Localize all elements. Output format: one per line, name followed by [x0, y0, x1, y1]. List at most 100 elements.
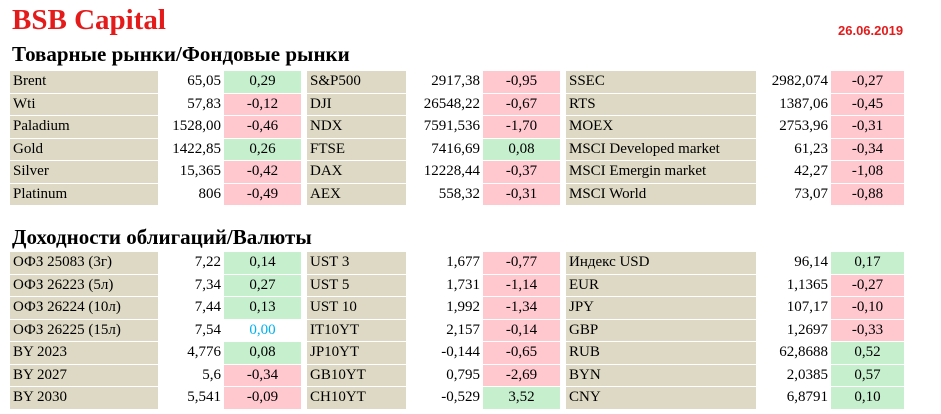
table-row: ОФЗ 26223 (5л) 7,34 0,27 UST 5 1,731 -1,14 EUR…: [10, 274, 904, 297]
instrument-value: 96,14: [756, 252, 831, 275]
change-percent: -0,34: [224, 364, 301, 387]
instrument-name: GBP: [566, 319, 756, 342]
instrument-name: SSEC: [566, 71, 756, 94]
instrument-value: 73,07: [756, 183, 831, 206]
instrument-value: 4,776: [158, 341, 224, 365]
change-percent: -1,34: [483, 296, 560, 320]
instrument-name: BY 2030: [10, 386, 158, 410]
change-percent: -0,88: [831, 183, 904, 206]
instrument-name: BY 2027: [10, 364, 158, 387]
section-heading-markets: Товарные рынки/Фондовые рынки: [12, 42, 350, 66]
instrument-name: MSCI World: [566, 183, 756, 206]
instrument-name: CNY: [566, 386, 756, 410]
change-percent: 0,27: [224, 274, 301, 297]
table-row: ОФЗ 26225 (15л) 7,54 0,00 IT10YT 2,157 -0,14 G…: [10, 319, 904, 342]
column-gap: [301, 138, 307, 161]
column-gap: [301, 160, 307, 184]
change-percent: 3,52: [483, 386, 560, 410]
instrument-name: Paladium: [10, 115, 158, 139]
table-row: Paladium 1528,00 -0,46 NDX 7591,536 -1,70 MOEX…: [10, 115, 904, 139]
column-gap: [560, 341, 566, 365]
instrument-name: UST 3: [307, 252, 406, 275]
brand-title: BSB Capital: [12, 4, 166, 36]
instrument-value: 2,0385: [756, 364, 831, 387]
change-percent: -0,77: [483, 252, 560, 275]
change-percent: 0,10: [831, 386, 904, 410]
bonds-fx-table: ОФЗ 25083 (3г) 7,22 0,14 UST 3 1,677 -0,77 Инд…: [10, 252, 904, 410]
instrument-name: ОФЗ 26223 (5л): [10, 274, 158, 297]
instrument-name: BYN: [566, 364, 756, 387]
change-percent: -0,31: [483, 183, 560, 206]
instrument-value: 7416,69: [406, 138, 483, 161]
change-percent: 0,29: [224, 71, 301, 94]
instrument-name: DJI: [307, 93, 406, 116]
instrument-value: 61,23: [756, 138, 831, 161]
column-gap: [301, 115, 307, 139]
change-percent: -0,33: [831, 319, 904, 342]
instrument-name: Platinum: [10, 183, 158, 206]
instrument-name: FTSE: [307, 138, 406, 161]
change-percent: 0,52: [831, 341, 904, 365]
instrument-name: Gold: [10, 138, 158, 161]
instrument-name: EUR: [566, 274, 756, 297]
change-percent: -0,45: [831, 93, 904, 116]
change-percent: 0,13: [224, 296, 301, 320]
instrument-value: 5,541: [158, 386, 224, 410]
table-row: Brent 65,05 0,29 S&P500 2917,38 -0,95 SSEC 2982…: [10, 71, 904, 94]
change-percent: -0,37: [483, 160, 560, 184]
instrument-value: 7,22: [158, 252, 224, 275]
instrument-value: 1,992: [406, 296, 483, 320]
instrument-value: -0,529: [406, 386, 483, 410]
instrument-value: 2982,074: [756, 71, 831, 94]
change-percent: -0,12: [224, 93, 301, 116]
change-percent: -0,46: [224, 115, 301, 139]
instrument-value: 558,32: [406, 183, 483, 206]
column-gap: [301, 93, 307, 116]
column-gap: [560, 138, 566, 161]
change-percent: 0,26: [224, 138, 301, 161]
instrument-value: 6,8791: [756, 386, 831, 410]
column-gap: [560, 252, 566, 275]
column-gap: [560, 71, 566, 94]
column-gap: [301, 296, 307, 320]
table-row: BY 2023 4,776 0,08 JP10YT -0,144 -0,65 RUB 62,8…: [10, 341, 904, 365]
table-row: ОФЗ 26224 (10л) 7,44 0,13 UST 10 1,992 -1,34 J…: [10, 296, 904, 320]
instrument-value: 7,44: [158, 296, 224, 320]
change-percent: -2,69: [483, 364, 560, 387]
instrument-name: ОФЗ 25083 (3г): [10, 252, 158, 275]
change-percent: -0,27: [831, 274, 904, 297]
instrument-value: 15,365: [158, 160, 224, 184]
instrument-name: Индекс USD: [566, 252, 756, 275]
instrument-value: -0,144: [406, 341, 483, 365]
instrument-name: NDX: [307, 115, 406, 139]
change-percent: 0,00: [224, 319, 301, 342]
instrument-value: 62,8688: [756, 341, 831, 365]
instrument-value: 0,795: [406, 364, 483, 387]
change-percent: -0,10: [831, 296, 904, 320]
column-gap: [301, 319, 307, 342]
instrument-value: 107,17: [756, 296, 831, 320]
markets-table: Brent 65,05 0,29 S&P500 2917,38 -0,95 SSEC 2982…: [10, 71, 904, 206]
instrument-name: JPY: [566, 296, 756, 320]
change-percent: -0,49: [224, 183, 301, 206]
column-gap: [560, 183, 566, 206]
instrument-value: 26548,22: [406, 93, 483, 116]
instrument-value: 1387,06: [756, 93, 831, 116]
report-date: 26.06.2019: [838, 23, 904, 38]
instrument-name: UST 5: [307, 274, 406, 297]
change-percent: 0,08: [224, 341, 301, 365]
table-row: BY 2030 5,541 -0,09 CH10YT -0,529 3,52 CNY 6,87…: [10, 386, 904, 410]
instrument-value: 1,1365: [756, 274, 831, 297]
column-gap: [301, 252, 307, 275]
instrument-name: IT10YT: [307, 319, 406, 342]
instrument-value: 806: [158, 183, 224, 206]
change-percent: -0,14: [483, 319, 560, 342]
instrument-value: 2,157: [406, 319, 483, 342]
column-gap: [560, 274, 566, 297]
column-gap: [560, 319, 566, 342]
change-percent: -0,95: [483, 71, 560, 94]
change-percent: 0,08: [483, 138, 560, 161]
column-gap: [301, 341, 307, 365]
instrument-name: RTS: [566, 93, 756, 116]
instrument-value: 12228,44: [406, 160, 483, 184]
